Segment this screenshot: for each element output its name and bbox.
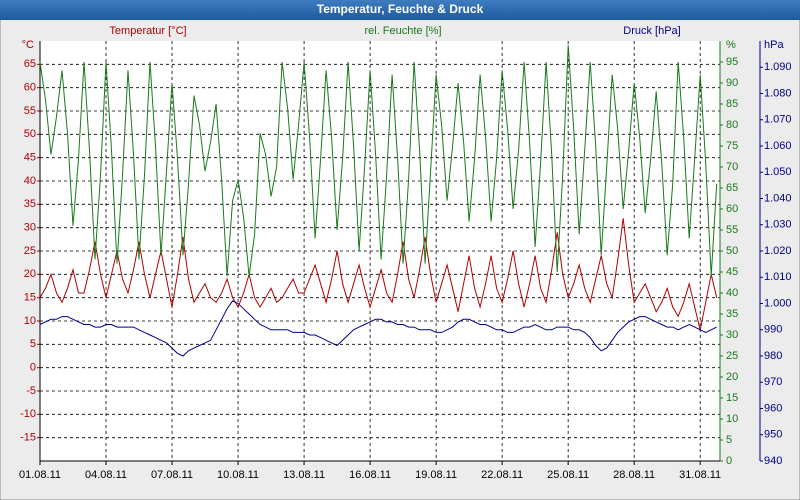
title-bar: [0, 0, 800, 20]
y-tick-label: 60: [24, 82, 36, 94]
legend-label: Temperatur [°C]: [109, 25, 186, 37]
y3-tick-label: 1.040: [764, 192, 792, 204]
y-tick-label: 0: [30, 362, 36, 374]
y-unit: °C: [22, 39, 34, 51]
x-tick-label: 25.08.11: [547, 469, 589, 481]
y3-tick-label: 1.000: [764, 297, 792, 309]
y-tick-label: 15: [24, 292, 36, 304]
y3-tick-label: 1.050: [764, 166, 792, 178]
y2-tick-label: 45: [726, 266, 738, 278]
y-tick-label: 35: [24, 198, 36, 210]
y2-tick-label: 0: [726, 455, 732, 467]
x-tick-label: 10.08.11: [217, 469, 259, 481]
chart-title: Temperatur, Feuchte & Druck: [317, 2, 484, 16]
y2-tick-label: 55: [726, 224, 738, 236]
x-tick-label: 07.08.11: [151, 469, 193, 481]
y-tick-label: 40: [24, 175, 36, 187]
y2-tick-label: 90: [726, 77, 738, 89]
y-tick-label: 10: [24, 315, 36, 327]
y3-tick-label: 1.070: [764, 114, 792, 126]
y2-tick-label: 80: [726, 119, 738, 131]
x-tick-label: 13.08.11: [283, 469, 325, 481]
y2-tick-label: 25: [726, 350, 738, 362]
y2-tick-label: 60: [726, 203, 738, 215]
y2-tick-label: 15: [726, 392, 738, 404]
y3-tick-label: 1.020: [764, 245, 792, 257]
y-tick-label: 20: [24, 268, 36, 280]
y2-tick-label: 30: [726, 329, 738, 341]
y2-tick-label: 75: [726, 140, 738, 152]
y-tick-label: 5: [30, 338, 36, 350]
y2-tick-label: 10: [726, 413, 738, 425]
x-tick-label: 22.08.11: [481, 469, 523, 481]
y3-tick-label: 1.060: [764, 140, 792, 152]
series-line: [39, 45, 718, 277]
y-tick-label: 50: [24, 128, 36, 140]
y3-tick-label: 970: [764, 376, 782, 388]
y3-tick-label: 1.030: [764, 219, 792, 231]
y-tick-label: -15: [20, 432, 36, 444]
y2-tick-label: 35: [726, 308, 738, 320]
y2-tick-label: 5: [726, 434, 732, 446]
y-tick-label: -10: [20, 408, 36, 420]
y2-unit: %: [726, 39, 736, 51]
y2-tick-label: 95: [726, 56, 738, 68]
y3-tick-label: 990: [764, 324, 782, 336]
y2-tick-label: 70: [726, 161, 738, 173]
y2-tick-label: 85: [726, 98, 738, 110]
legend-label: rel. Feuchte [%]: [364, 25, 441, 37]
y3-tick-label: 950: [764, 429, 782, 441]
series-line: [39, 218, 718, 331]
y2-tick-label: 50: [726, 245, 738, 257]
x-tick-label: 31.08.11: [679, 469, 721, 481]
y-tick-label: 45: [24, 152, 36, 164]
x-tick-label: 28.08.11: [613, 469, 655, 481]
y3-tick-label: 1.080: [764, 87, 792, 99]
y3-tick-label: 940: [764, 455, 782, 467]
y-tick-label: -5: [26, 385, 36, 397]
y3-unit: hPa: [764, 39, 784, 51]
x-tick-label: 01.08.11: [19, 469, 61, 481]
y2-tick-label: 40: [726, 287, 738, 299]
y3-tick-label: 1.090: [764, 61, 792, 73]
y2-tick-label: 65: [726, 182, 738, 194]
series-line: [39, 300, 717, 357]
y-tick-label: 65: [24, 58, 36, 70]
y-tick-label: 25: [24, 245, 36, 257]
x-tick-label: 04.08.11: [85, 469, 127, 481]
y-tick-label: 55: [24, 105, 36, 117]
y-tick-label: 30: [24, 222, 36, 234]
y2-tick-label: 20: [726, 371, 738, 383]
x-tick-label: 19.08.11: [415, 469, 457, 481]
y3-tick-label: 960: [764, 402, 782, 414]
legend-label: Druck [hPa]: [623, 25, 680, 37]
y3-tick-label: 1.010: [764, 271, 792, 283]
y3-tick-label: 980: [764, 350, 782, 362]
x-tick-label: 16.08.11: [349, 469, 391, 481]
